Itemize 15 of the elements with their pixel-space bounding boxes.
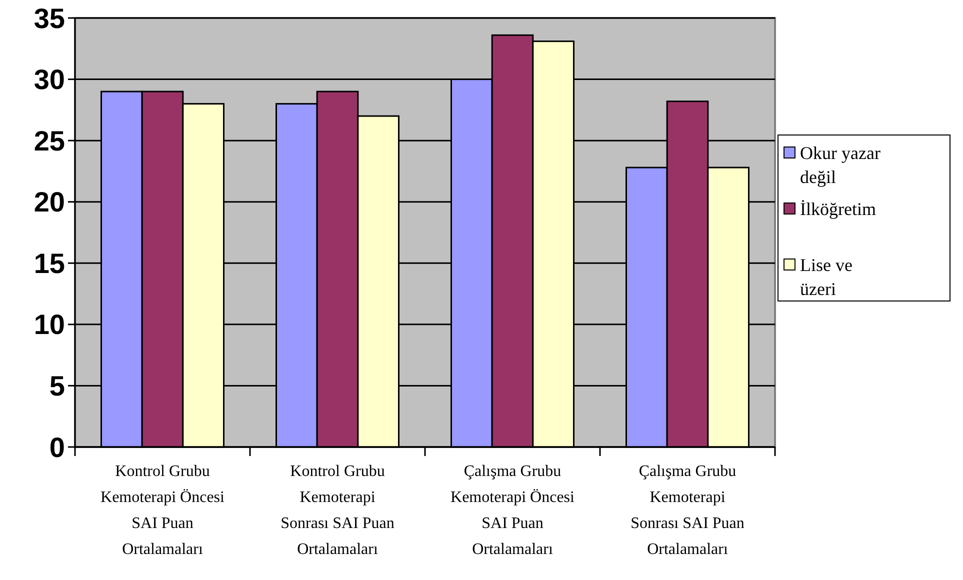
legend-label: İlköğretim (800, 199, 876, 219)
x-tick-label: Çalışma Grubu Kemoterapi Öncesi SAI Puan Ortalamaları (450, 463, 576, 558)
y-tick-label: 25 (34, 125, 65, 156)
y-tick-label: 15 (34, 248, 65, 279)
x-tick-label: Kontrol Grubu Kemoterapi Öncesi SAI Puan Ortalamaları (100, 463, 226, 558)
y-tick-label: 35 (34, 2, 65, 34)
y-tick-label: 0 (49, 432, 65, 463)
x-tick-label: Kontrol Grubu Kemoterapi Sonrası SAI Puan Ortalamaları (280, 463, 394, 558)
legend-label: Lise ve üzeri (800, 255, 852, 299)
x-tick-label: Çalışma Grubu Kemoterapi Sonrası SAI Puan Ortalamaları (630, 463, 744, 558)
y-tick-label: 5 (49, 370, 65, 402)
y-tick-label: 10 (34, 309, 65, 340)
y-tick-label: 30 (34, 64, 65, 96)
legend-label: Okur yazar değil (800, 143, 880, 187)
y-tick-label: 20 (34, 186, 65, 218)
